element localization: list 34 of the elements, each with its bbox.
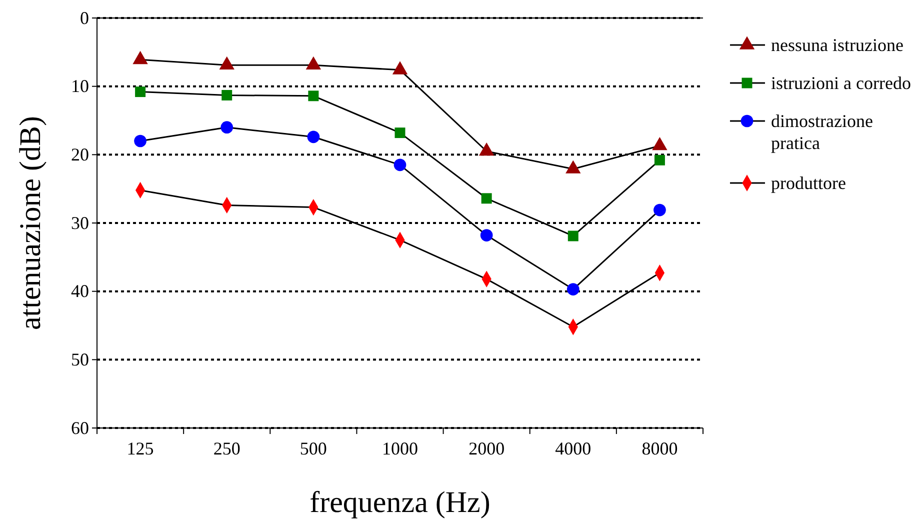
y-tick-label: 0 bbox=[80, 8, 89, 28]
point bbox=[481, 193, 492, 204]
point bbox=[307, 130, 320, 144]
point bbox=[134, 134, 146, 148]
y-tick-label: 30 bbox=[71, 212, 89, 233]
y-tick-label: 10 bbox=[71, 76, 89, 96]
legend-label: nessuna istruzione bbox=[771, 35, 904, 55]
x-tick-label: 125 bbox=[126, 438, 154, 458]
legend-label: dimostrazione pratica bbox=[771, 111, 873, 153]
y-tick-label: 40 bbox=[71, 281, 89, 302]
point bbox=[566, 283, 580, 296]
y-tick-label: 20 bbox=[71, 144, 89, 164]
point bbox=[222, 90, 232, 100]
legend-label: produttore bbox=[771, 173, 846, 193]
x-tick-label: 4000 bbox=[555, 438, 592, 458]
x-tick-label: 2000 bbox=[468, 438, 505, 458]
x-tick-label: 500 bbox=[300, 438, 327, 458]
x-tick-label: 1000 bbox=[382, 438, 418, 458]
point bbox=[568, 230, 578, 242]
y-tick-label: 50 bbox=[71, 349, 89, 370]
x-tick-label: 8000 bbox=[642, 438, 678, 458]
point bbox=[308, 90, 319, 102]
x-axis-title: frequenza (Hz) bbox=[310, 486, 490, 519]
point bbox=[654, 204, 666, 216]
point bbox=[135, 86, 146, 98]
x-tick-label: 250 bbox=[213, 438, 240, 458]
point bbox=[394, 158, 406, 172]
point bbox=[394, 128, 406, 138]
y-tick-label: 60 bbox=[71, 418, 89, 438]
point bbox=[480, 229, 493, 242]
y-axis-title: attenuazione (dB) bbox=[14, 116, 47, 330]
point bbox=[220, 121, 234, 134]
legend-label: istruzioni a corredo bbox=[771, 73, 911, 93]
point bbox=[654, 154, 665, 166]
